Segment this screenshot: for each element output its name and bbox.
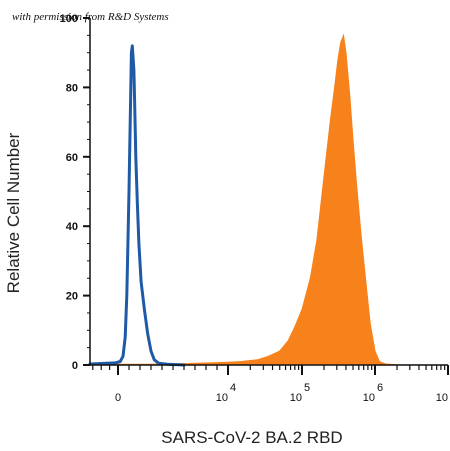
y-axis-title: Relative Cell Number <box>4 132 23 293</box>
x-tick-label: 10 <box>436 392 448 404</box>
x-tick-label: 10 <box>363 392 375 404</box>
y-tick-label: 20 <box>66 291 78 303</box>
x-axis-title: SARS-CoV-2 BA.2 RBD <box>161 428 342 447</box>
axes-layer: 0204060801000104105106107 <box>60 13 449 404</box>
y-tick-label: 100 <box>60 13 78 25</box>
series-outline-histogram <box>88 44 186 367</box>
x-tick-label: 10 <box>290 392 302 404</box>
x-tick-exponent: 4 <box>230 382 236 394</box>
x-tick-label: 10 <box>216 392 228 404</box>
watermark-text: with permission from R&D Systems <box>12 11 169 23</box>
y-tick-label: 0 <box>72 360 78 372</box>
y-tick-label: 80 <box>66 82 78 94</box>
series-layer <box>88 33 449 367</box>
y-tick-label: 60 <box>66 152 78 164</box>
x-tick-exponent: 5 <box>304 382 310 394</box>
series-filled-histogram <box>89 33 449 366</box>
y-tick-label: 40 <box>66 221 78 233</box>
x-tick-label: 0 <box>115 392 121 404</box>
x-tick-exponent: 6 <box>377 382 383 394</box>
